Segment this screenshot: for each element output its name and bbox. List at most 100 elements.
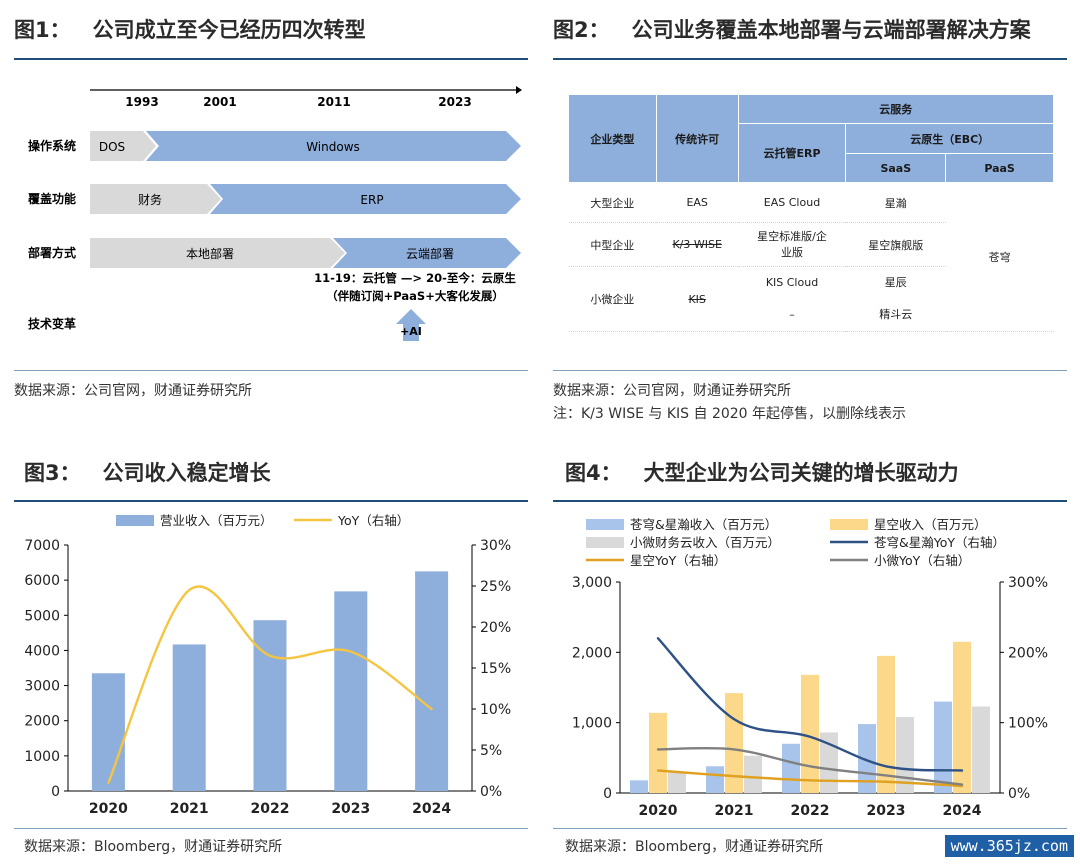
fig2-bottom-rule <box>553 370 1067 371</box>
fig1-timeline-diagram: 1993 2001 2011 2023 操作系统 覆盖功能 部署方式 技术变革 … <box>27 86 522 341</box>
fig3-left-tick-label: 0 <box>51 784 60 800</box>
fig4-number: 图4： <box>565 461 622 485</box>
fig1-top-rule <box>14 58 528 60</box>
fig1-bottom-rule <box>14 370 528 371</box>
fig1-ai-label: +AI <box>400 325 422 338</box>
fig2-row3-hosted-a: KIS Cloud <box>765 276 819 289</box>
fig4-legend-swatch <box>830 519 868 530</box>
fig4-line <box>656 769 964 788</box>
fig2-header-type: 企业类型 <box>568 94 657 183</box>
fig1-row-label-os: 操作系统 <box>28 138 76 153</box>
fig4-legend-label: 星空收入（百万元） <box>874 517 987 532</box>
fig2-header-license: 传统许可 <box>655 94 739 183</box>
fig3-legend-swatch <box>116 515 154 526</box>
fig3-category-label: 2024 <box>412 801 451 817</box>
fig1-row-label-tech: 技术变革 <box>28 316 76 331</box>
fig4-title: 图4： 大型企业为公司关键的增长驱动力 <box>565 457 959 487</box>
fig2-title: 图2： 公司业务覆盖本地部署与云端部署解决方案 <box>553 14 1031 44</box>
fig2-row1-license: EAS <box>656 182 739 223</box>
fig3-bar <box>253 620 287 791</box>
fig4-category-label: 2022 <box>791 803 830 819</box>
fig3-revenue-chart: 0 1000 2000 3000 4000 5000 6000 7000 0% 5% 10% 15% 2… <box>24 513 511 817</box>
fig2-row3-saas-a: 星辰 <box>884 276 907 289</box>
fig4-left-tick-label: 1,000 <box>572 716 612 732</box>
fig3-left-tick-label: 6000 <box>24 573 60 589</box>
fig1-windows-label: Windows <box>306 140 360 154</box>
fig2-header-native: 云原生（EBC） <box>845 123 1054 154</box>
fig3-number: 图3： <box>24 461 81 485</box>
fig1-ai-arrow <box>396 309 426 341</box>
site-watermark: www.365jz.com <box>944 835 1074 857</box>
fig3-source: 数据来源：Bloomberg，财通证券研究所 <box>24 839 283 855</box>
fig3-title-text: 公司收入稳定增长 <box>102 461 271 485</box>
fig2-row3-type: 小微企业 <box>568 266 657 332</box>
fig1-title: 图1： 公司成立至今已经历四次转型 <box>14 14 366 44</box>
fig1-finance-arrow <box>90 184 221 214</box>
fig1-dos-label: DOS <box>99 140 125 154</box>
fig1-time-axis-arrow <box>516 86 522 94</box>
fig4-bar <box>725 693 743 793</box>
fig3-category-label: 2022 <box>251 801 290 817</box>
fig4-legend-label: 苍穹&星瀚收入（百万元） <box>630 517 777 532</box>
fig3-right-tick-label: 20% <box>480 620 511 636</box>
fig4-segment-chart: 0 1,000 2,000 3,000 0% 100% 200% 300% 2020 2021 20… <box>572 517 1048 819</box>
fig1-year-2023: 2023 <box>438 95 471 109</box>
fig2-header-paas: PaaS <box>945 153 1054 183</box>
fig1-erp-arrow <box>210 184 521 214</box>
fig3-line <box>107 585 433 784</box>
fig2-row3-saas-b: 精斗云 <box>879 308 913 321</box>
fig4-bar <box>972 706 990 793</box>
fig3-top-rule <box>14 500 528 502</box>
fig4-bar <box>877 655 895 793</box>
fig4-legend-swatch <box>586 537 624 548</box>
fig3-left-tick-label: 7000 <box>24 538 60 554</box>
fig3-category-label: 2021 <box>170 801 209 817</box>
fig3-left-tick-label: 5000 <box>24 608 60 624</box>
fig4-bottom-rule <box>553 828 1067 829</box>
fig1-local-deploy-label: 本地部署 <box>186 246 234 261</box>
fig1-cloud-note-line1: 11-19：云托管 —> 20-至今：云原生 <box>314 271 516 285</box>
fig3-left-tick-label: 3000 <box>24 679 60 695</box>
fig4-bar <box>782 743 800 793</box>
fig1-year-1993: 1993 <box>125 95 158 109</box>
fig1-finance-label: 财务 <box>138 192 162 207</box>
fig2-solutions-table: 企业类型 传统许可 云服务 云托管ERP 云原生（EBC） SaaS PaaS … <box>568 94 1055 332</box>
fig2-note: 注：K/3 WISE 与 KIS 自 2020 年起停售，以删除线表示 <box>553 406 907 422</box>
fig4-bar <box>953 641 971 793</box>
fig1-title-text: 公司成立至今已经历四次转型 <box>92 18 366 42</box>
fig1-row-label-deploy: 部署方式 <box>28 245 76 260</box>
fig2-number: 图2： <box>553 18 610 42</box>
fig1-cloud-note-line2: （伴随订阅+PaaS+大客化发展） <box>326 289 504 303</box>
fig2-row2-license: K/3 WISE <box>656 222 739 267</box>
fig3-left-tick-label: 2000 <box>24 714 60 730</box>
fig2-row2-type: 中型企业 <box>568 222 657 267</box>
fig4-category-label: 2024 <box>943 803 982 819</box>
fig3-title: 图3： 公司收入稳定增长 <box>24 457 271 487</box>
fig1-year-2011: 2011 <box>317 95 350 109</box>
fig4-left-tick-label: 0 <box>603 786 612 802</box>
fig4-bar <box>934 701 952 793</box>
fig4-bar <box>801 674 819 793</box>
fig3-bar <box>91 673 125 791</box>
fig4-bar <box>706 766 724 793</box>
fig4-right-tick-label: 0% <box>1008 786 1030 802</box>
fig3-right-tick-label: 10% <box>480 702 511 718</box>
fig4-legend-label: 苍穹&星瀚YoY（右轴） <box>874 535 1005 550</box>
fig2-title-text: 公司业务覆盖本地部署与云端部署解决方案 <box>631 18 1031 42</box>
fig2-row1-saas: 星瀚 <box>845 182 946 223</box>
fig3-left-tick-label: 1000 <box>24 749 60 765</box>
fig1-cloud-deploy-arrow <box>333 238 521 268</box>
fig4-bar <box>744 755 762 793</box>
fig4-category-label: 2023 <box>867 803 906 819</box>
fig4-bar <box>820 732 838 793</box>
fig4-title-text: 大型企业为公司关键的增长驱动力 <box>643 461 959 485</box>
fig2-header-saas: SaaS <box>845 153 947 183</box>
fig4-line <box>656 637 964 772</box>
fig4-source: 数据来源：Bloomberg，财通证券研究所 <box>565 839 824 855</box>
fig4-bar <box>630 780 648 793</box>
fig4-legend-label: 小微财务云收入（百万元） <box>630 535 780 550</box>
fig2-row2-hosted: 星空标准版/企业版 <box>738 222 846 267</box>
fig3-category-label: 2023 <box>331 801 370 817</box>
fig4-bar <box>896 717 914 793</box>
fig2-row3-hosted: KIS Cloud – <box>738 266 846 332</box>
